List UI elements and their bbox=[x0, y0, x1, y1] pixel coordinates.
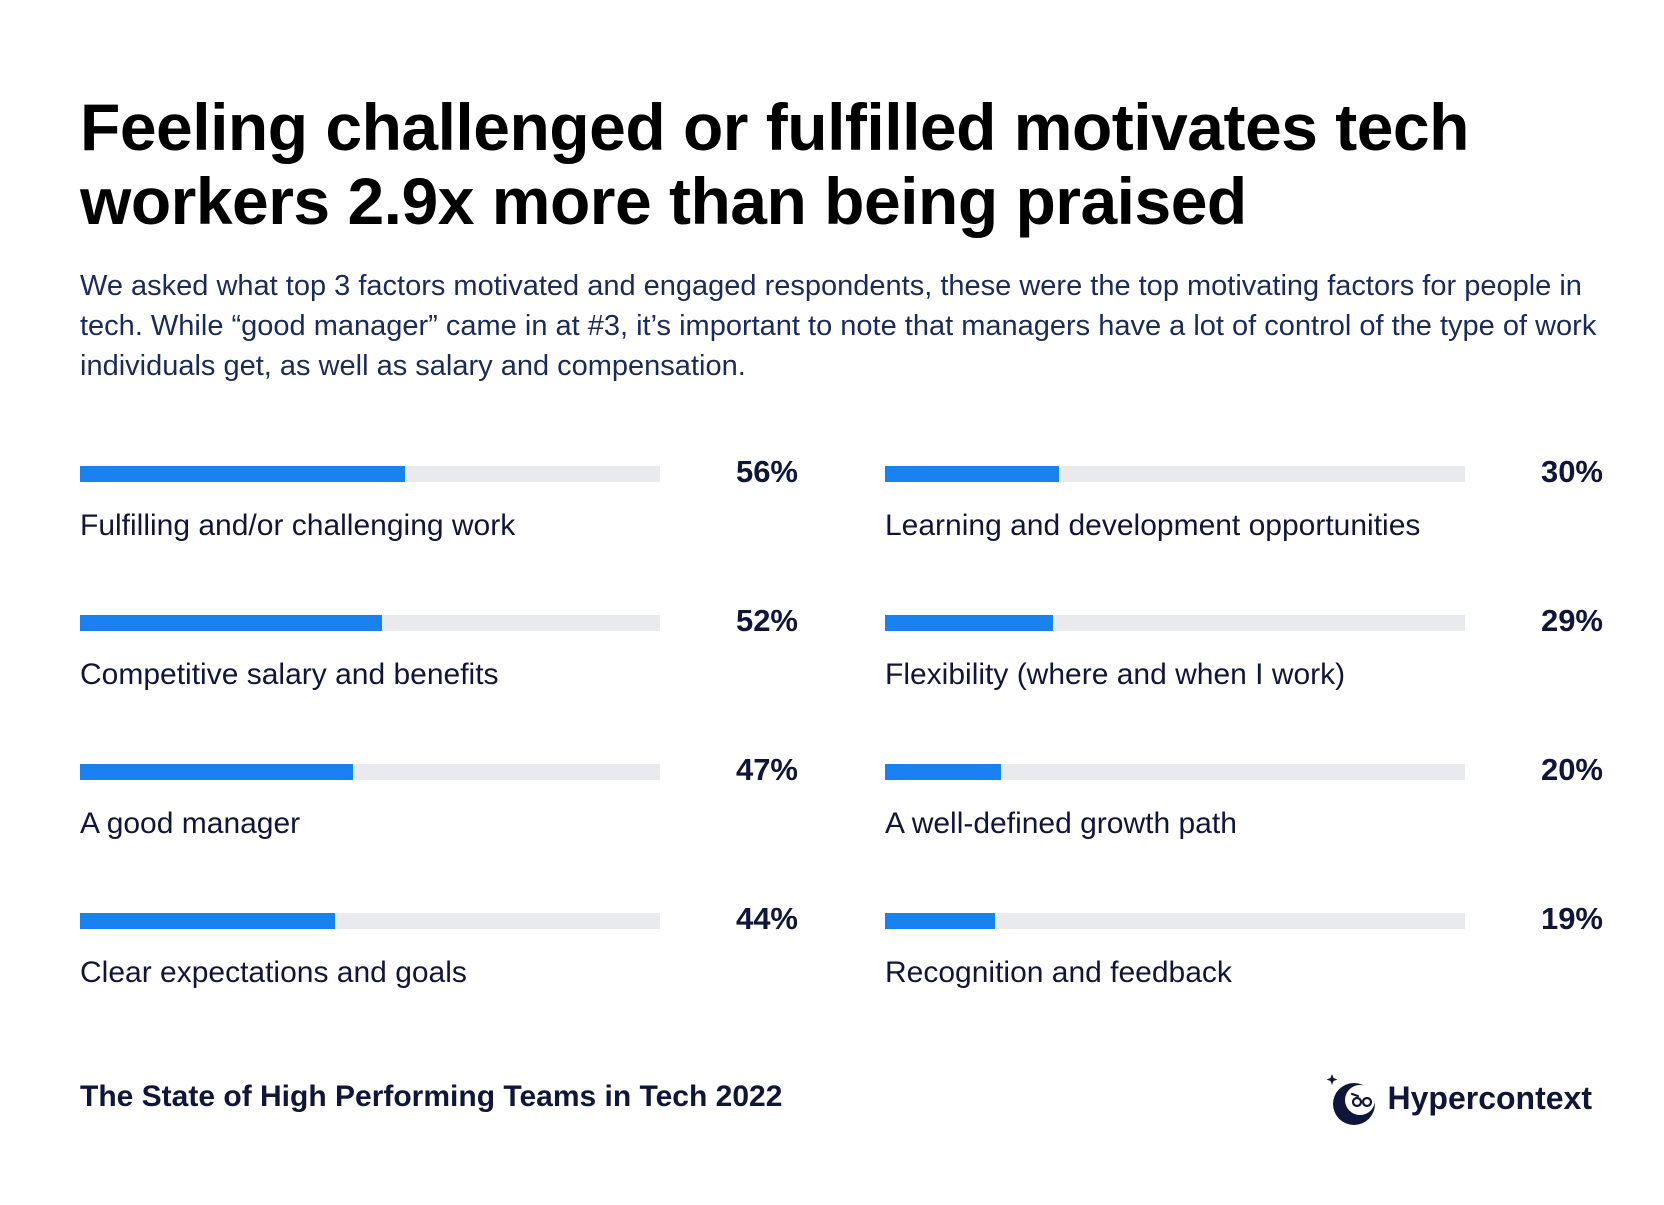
bar-category-label: Clear expectations and goals bbox=[80, 956, 467, 989]
bar-value-label: 30% bbox=[1540, 454, 1603, 489]
bar-item: 44% Clear expectations and goals bbox=[80, 897, 798, 1046]
bar-track bbox=[885, 466, 1465, 482]
bar-track bbox=[80, 764, 660, 780]
bar-category-label: Competitive salary and benefits bbox=[80, 658, 499, 691]
bar-track bbox=[80, 615, 660, 631]
bar-chart-left-column: 56% Fulfilling and/or challenging work 52%… bbox=[80, 450, 798, 1046]
bar-category-label: Fulfilling and/or challenging work bbox=[80, 509, 516, 542]
bar bbox=[885, 913, 996, 929]
report-title: The State of High Performing Teams in Te… bbox=[80, 1080, 783, 1113]
page-title: Feeling challenged or fulfilled motivate… bbox=[80, 90, 1469, 238]
bar-category-label: Flexibility (where and when I work) bbox=[885, 658, 1346, 691]
bar-item: 47% A good manager bbox=[80, 748, 798, 897]
hypercontext-logo-icon bbox=[1326, 1074, 1375, 1125]
bar-category-label: Learning and development opportunities bbox=[885, 509, 1421, 542]
bar-item: 56% Fulfilling and/or challenging work bbox=[80, 450, 798, 599]
bar-item: 52% Competitive salary and benefits bbox=[80, 599, 798, 748]
bar-value-label: 47% bbox=[735, 752, 798, 787]
bar-track bbox=[885, 615, 1465, 631]
bar-track bbox=[885, 913, 1465, 929]
bar-item: 30% Learning and development opportunitie… bbox=[885, 450, 1603, 599]
bar bbox=[885, 466, 1059, 482]
bar-value-label: 52% bbox=[735, 603, 798, 638]
bar bbox=[80, 913, 336, 929]
bar-category-label: A well-defined growth path bbox=[885, 807, 1237, 840]
bar-track bbox=[80, 913, 660, 929]
bar-category-label: Recognition and feedback bbox=[885, 956, 1232, 989]
bar-item: 19% Recognition and feedback bbox=[885, 897, 1603, 1046]
bar-value-label: 56% bbox=[735, 454, 798, 489]
bar-item: 20% A well-defined growth path bbox=[885, 748, 1603, 897]
bar-track bbox=[80, 466, 660, 482]
bar bbox=[885, 764, 1001, 780]
bar-value-label: 19% bbox=[1540, 901, 1603, 936]
bar bbox=[885, 615, 1054, 631]
bar bbox=[80, 615, 382, 631]
brand-name: Hypercontext bbox=[1387, 1080, 1593, 1116]
bar-chart-right-column: 30% Learning and development opportunitie… bbox=[885, 450, 1603, 1046]
brand: Hypercontext bbox=[1324, 1068, 1593, 1128]
page-subtitle: We asked what top 3 factors motivated an… bbox=[80, 270, 1597, 382]
bar-item: 29% Flexibility (where and when I work) bbox=[885, 599, 1603, 748]
bar-value-label: 29% bbox=[1540, 603, 1603, 638]
bar-track bbox=[885, 764, 1465, 780]
bar bbox=[80, 466, 405, 482]
bar-value-label: 44% bbox=[735, 901, 798, 936]
bar-category-label: A good manager bbox=[80, 807, 301, 840]
bar bbox=[80, 764, 353, 780]
bar-value-label: 20% bbox=[1540, 752, 1603, 787]
